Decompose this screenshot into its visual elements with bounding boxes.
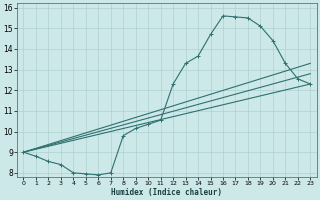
X-axis label: Humidex (Indice chaleur): Humidex (Indice chaleur)	[111, 188, 222, 197]
